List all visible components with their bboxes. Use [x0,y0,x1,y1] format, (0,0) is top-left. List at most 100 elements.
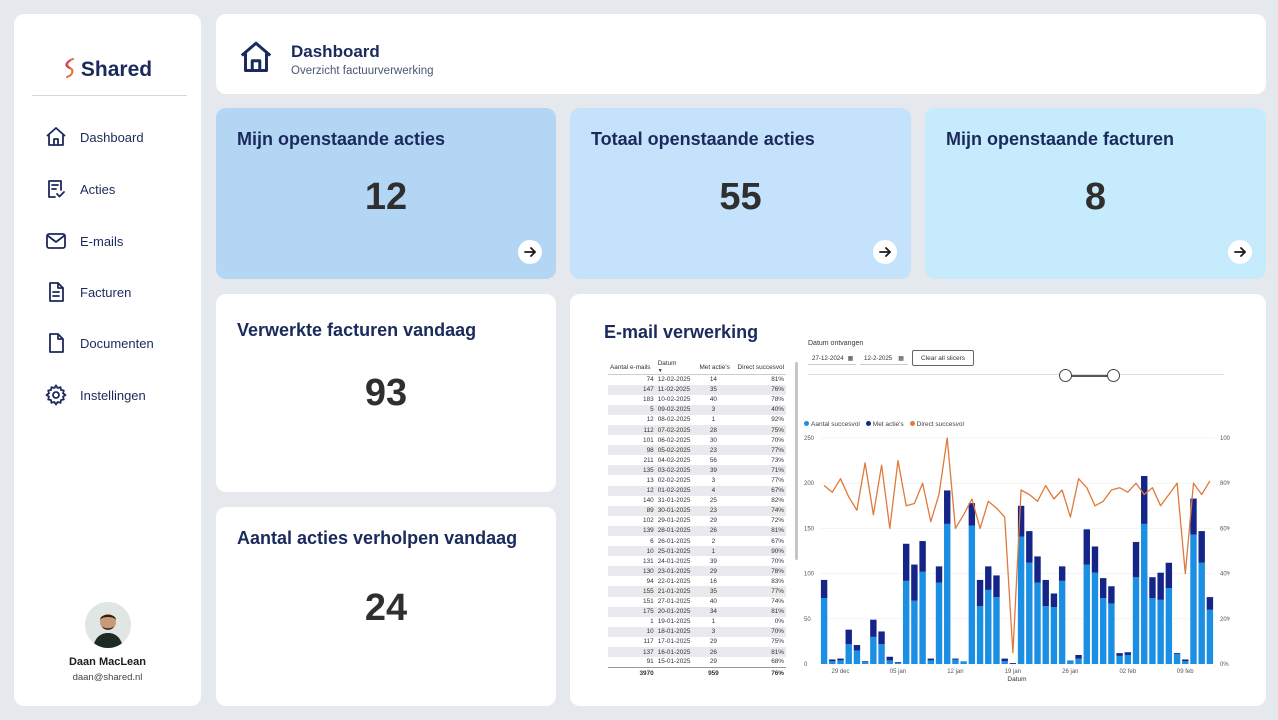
sidebar-item-e-mails[interactable]: E-mails [44,226,123,256]
bar-succesvol [1190,534,1197,664]
table-row[interactable]: 5 09-02-2025 3 40% [608,404,786,415]
table-row[interactable]: 74 12-02-2025 14 81% [608,375,786,385]
table-cell: 82% [771,497,784,505]
table-row[interactable]: 12 08-02-2025 1 92% [608,415,786,425]
date-slider-track [808,374,1224,375]
table-total-cell [655,666,696,680]
table-cell: 76% [731,384,786,395]
sidebar-item-instellingen[interactable]: Instellingen [44,380,146,410]
bar-met-acties [902,543,910,581]
column-header[interactable]: Met actie's [695,360,732,375]
kpi-card-totaal-openstaande-acties[interactable]: Totaal openstaande acties 55 [570,108,911,279]
table-row[interactable]: 10 18-01-2025 3 70% [608,626,786,637]
slider-handle-end[interactable] [1107,369,1120,382]
table-row[interactable]: 151 27-01-2025 40 74% [608,597,786,607]
table-row[interactable]: 137 16-01-2025 26 81% [608,647,786,658]
date-to-field[interactable]: 12-2-2025 ▦ [860,352,908,365]
clear-slicers-button[interactable]: Clear all slicers [912,350,974,366]
table-row[interactable]: 94 22-01-2025 16 83% [608,576,786,586]
bar-succesvol [935,582,943,664]
column-header[interactable]: Direct succesvol [731,360,786,375]
table-row[interactable]: 131 24-01-2025 39 70% [608,556,786,566]
table-row[interactable]: 112 07-02-2025 28 75% [608,424,786,436]
table-total-row: 3970 959 76% [608,666,786,680]
bar-succesvol [1165,588,1173,664]
y-tick-label: 100 [804,572,815,578]
date-from-field[interactable]: 27-12-2024 ▦ [808,352,856,365]
table-row[interactable]: 12 01-02-2025 4 67% [608,485,786,496]
x-tick-label: 19 jan [1005,669,1021,675]
bar-met-acties [1042,579,1049,607]
legend-item: Met actie's [865,421,904,428]
document-icon [49,333,64,353]
bar-succesvol [1141,523,1148,664]
slider-handle-start[interactable] [1059,369,1072,382]
kpi-card-mijn-openstaande-facturen[interactable]: Mijn openstaande facturen 8 [925,108,1266,279]
bar-succesvol [919,571,926,664]
bar-succesvol [1132,577,1140,664]
arrow-right-button[interactable] [1228,240,1252,264]
table-cell: 81% [771,376,784,384]
table-row[interactable]: 155 21-01-2025 35 77% [608,586,786,597]
table-cell: 23 [695,445,732,456]
table-scrollbar[interactable] [795,362,798,560]
table-row[interactable]: 175 20-01-2025 34 81% [608,606,786,617]
sidebar-item-acties[interactable]: Acties [44,174,115,204]
table-row[interactable]: 139 28-01-2025 26 81% [608,525,786,536]
user-profile[interactable]: Daan MacLean daan@shared.nl [14,602,201,683]
column-header[interactable]: Aantal e-mails [608,360,656,375]
table-row[interactable]: 13 02-02-2025 3 77% [608,475,786,485]
table-row[interactable]: 1 19-01-2025 1 0% [608,617,786,627]
kpi-title: Mijn openstaande acties [237,129,446,149]
kpi-card-mijn-openstaande-acties[interactable]: Mijn openstaande acties 12 [216,108,556,279]
email-processing-card: E-mail verwerking Aantal e-mails Datum ▼ … [570,294,1266,706]
table-row[interactable]: 91 15-01-2025 29 68% [608,657,786,667]
table-row[interactable]: 101 06-02-2025 30 70% [608,435,786,445]
table-row[interactable]: 183 10-02-2025 40 78% [608,395,786,405]
sort-desc-icon: ▼ [657,368,663,374]
table-cell: 77% [731,586,786,597]
sidebar-item-facturen[interactable]: Facturen [44,277,131,307]
table-row[interactable]: 102 29-01-2025 29 72% [608,516,786,526]
legend-item: Aantal succesvol [804,421,860,428]
table-row[interactable]: 98 05-02-2025 23 77% [608,445,786,456]
table-total-cell: 3970 [608,666,656,680]
table-cell: 34 [695,606,732,617]
table-row[interactable]: 130 23-01-2025 29 78% [608,566,786,577]
bar-met-acties [911,564,918,601]
table-cell: 102 [643,517,654,525]
bar-met-acties [1108,586,1115,604]
table-cell: 155 [608,586,656,597]
table-cell: 15-01-2025 [657,658,691,666]
table-row[interactable]: 6 26-01-2025 2 67% [608,536,786,546]
table-cell: 101 [643,436,654,444]
column-header-sorted[interactable]: Datum ▼ [655,360,696,375]
bar-met-acties [1190,498,1197,535]
brand-logo[interactable]: Shared [14,58,201,82]
bar-met-acties [927,658,935,661]
x-tick-label: 29 dec [832,669,850,675]
table-cell: 31-01-2025 [657,497,691,505]
arrow-right-button[interactable] [518,240,542,264]
table-cell: 92% [771,416,784,424]
table-row[interactable]: 135 03-02-2025 39 71% [608,465,786,476]
table-row[interactable]: 147 11-02-2025 35 76% [608,384,786,395]
table-cell: 29 [709,658,717,666]
sidebar-item-documenten[interactable]: Documenten [44,328,154,358]
table-cell: 07-02-2025 [655,424,696,436]
table-row[interactable]: 89 30-01-2025 23 74% [608,505,786,516]
table-row[interactable]: 10 25-01-2025 1 90% [608,546,786,557]
sidebar-item-dashboard[interactable]: Dashboard [44,122,144,152]
date-slider-range [1066,375,1114,377]
table-row[interactable]: 140 31-01-2025 25 82% [608,496,786,506]
clipboard-check-icon [48,180,65,198]
table-cell: 78% [771,396,784,404]
kpi-title: Mijn openstaande facturen [946,129,1175,149]
arrow-right-button[interactable] [873,240,897,264]
table-row[interactable]: 117 17-01-2025 29 75% [608,637,786,647]
bar-met-acties [1173,653,1181,655]
bar-succesvol [837,660,844,664]
table-row[interactable]: 211 04-02-2025 56 73% [608,455,786,465]
home-icon [240,41,272,72]
bar-met-acties [1058,566,1066,581]
